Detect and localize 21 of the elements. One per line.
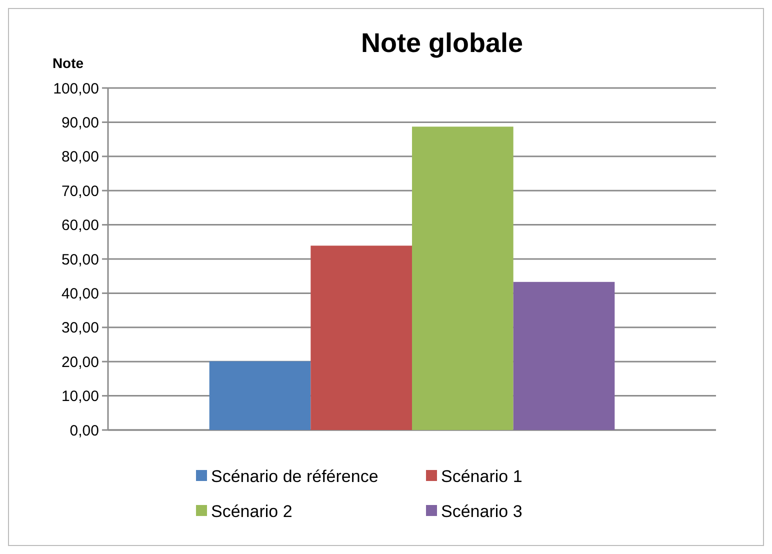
bar <box>412 126 514 430</box>
legend-label: Scénario 3 <box>441 502 522 521</box>
y-tick-label: 20,00 <box>61 354 99 371</box>
y-tick-label: 30,00 <box>61 320 99 337</box>
bar <box>310 246 412 430</box>
y-tick-label: 90,00 <box>61 114 99 132</box>
legend-label: Scénario de référence <box>211 466 378 486</box>
y-tick-label: 10,00 <box>61 388 99 406</box>
bar <box>513 282 615 430</box>
y-axis-title: Note <box>52 55 84 71</box>
y-tick-label: 70,00 <box>61 182 99 200</box>
y-tick-label: 0,00 <box>70 422 99 440</box>
y-tick-label: 40,00 <box>61 285 99 302</box>
chart-title: Note globale <box>360 28 524 58</box>
legend-label: Scénario 1 <box>441 466 522 486</box>
y-tick-label: 60,00 <box>61 217 99 234</box>
legend-label: Scénario 2 <box>211 502 292 521</box>
bar <box>209 361 311 430</box>
y-tick-label: 50,00 <box>61 251 99 268</box>
y-tick-label: 100,00 <box>53 80 99 98</box>
y-tick-label: 80,00 <box>61 148 99 166</box>
